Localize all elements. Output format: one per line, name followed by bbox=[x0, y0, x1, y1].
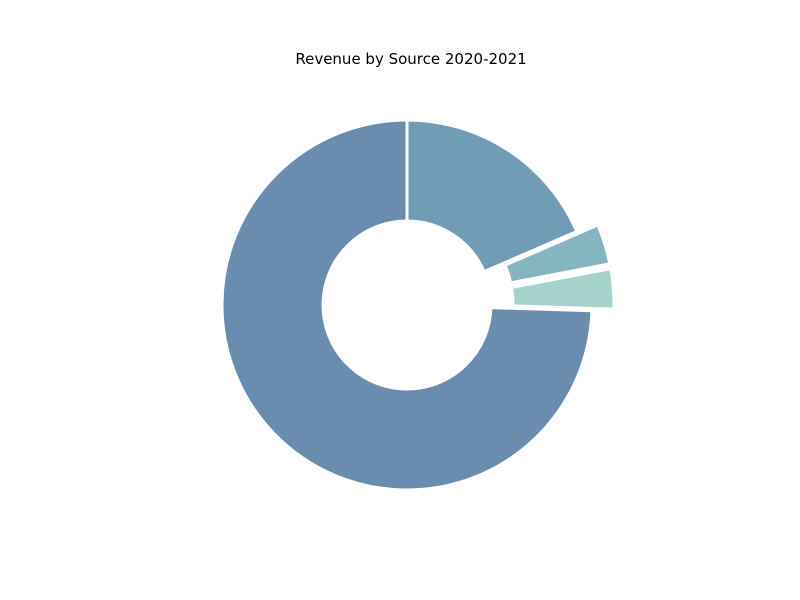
donut-slices bbox=[220, 118, 616, 492]
chart-title: Revenue by Source 2020-2021 bbox=[295, 50, 526, 68]
donut-slice-3 bbox=[509, 266, 616, 311]
donut-slice-4 bbox=[220, 118, 594, 492]
donut-slice-2 bbox=[503, 223, 612, 285]
donut-slice-1 bbox=[405, 118, 579, 274]
